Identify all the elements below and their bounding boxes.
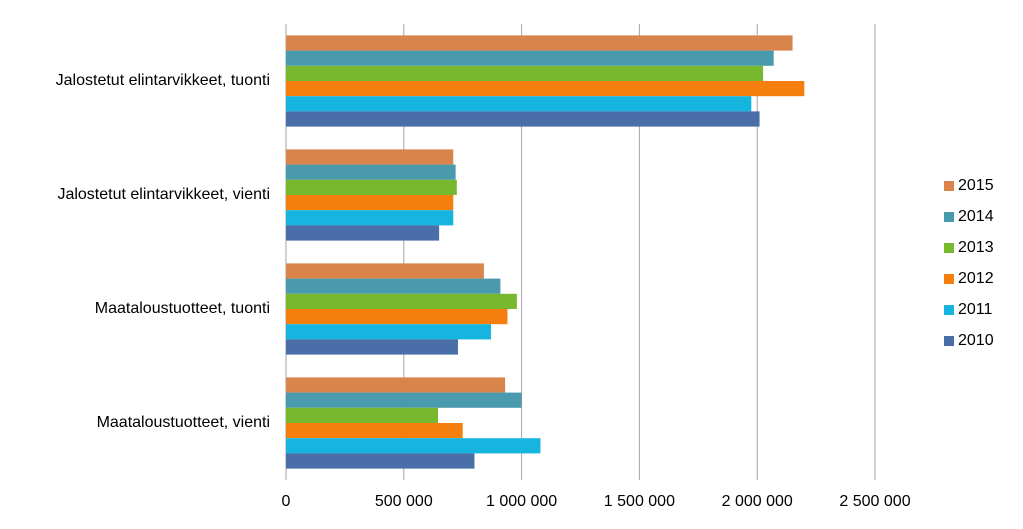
x-tick-label: 500 000 [375, 493, 433, 510]
y-tick-label: Jalostetut elintarvikkeet, vienti [57, 186, 270, 203]
bar [286, 309, 508, 325]
y-tick-label: Maataloustuotteet, vienti [97, 414, 270, 431]
y-tick-label: Maataloustuotteet, tuonti [95, 300, 270, 317]
legend-label: 2014 [958, 208, 994, 225]
bar [286, 407, 438, 423]
bar [286, 225, 440, 241]
bar [286, 50, 774, 66]
bar [286, 263, 484, 279]
bar [286, 278, 501, 294]
bar [286, 293, 517, 309]
bar [286, 210, 454, 226]
legend-swatch [944, 212, 954, 222]
x-tick-label: 2 000 000 [722, 493, 793, 510]
bar [286, 65, 764, 81]
bar [286, 423, 463, 439]
bar [286, 339, 458, 355]
legend-swatch [944, 243, 954, 253]
x-tick-label: 1 500 000 [604, 493, 675, 510]
bar [286, 438, 541, 454]
legend-swatch [944, 274, 954, 284]
legend-label: 2012 [958, 270, 994, 287]
y-tick-label: Jalostetut elintarvikkeet, tuonti [56, 72, 270, 89]
bar [286, 81, 805, 97]
bar [286, 195, 454, 211]
bar [286, 149, 454, 165]
legend-swatch [944, 336, 954, 346]
bar [286, 179, 457, 195]
bar [286, 164, 456, 180]
bar [286, 96, 752, 112]
legend-swatch [944, 181, 954, 191]
bar [286, 392, 522, 408]
bar [286, 111, 760, 127]
x-tick-label: 2 500 000 [839, 493, 910, 510]
x-tick-label: 1 000 000 [486, 493, 557, 510]
legend-label: 2013 [958, 239, 994, 256]
bar [286, 453, 475, 469]
legend-swatch [944, 305, 954, 315]
bar [286, 324, 491, 340]
legend-label: 2011 [958, 301, 993, 318]
bar [286, 377, 506, 393]
bar [286, 35, 793, 51]
legend-label: 2010 [958, 332, 994, 349]
x-tick-label: 0 [282, 493, 291, 510]
legend-label: 2015 [958, 177, 994, 194]
